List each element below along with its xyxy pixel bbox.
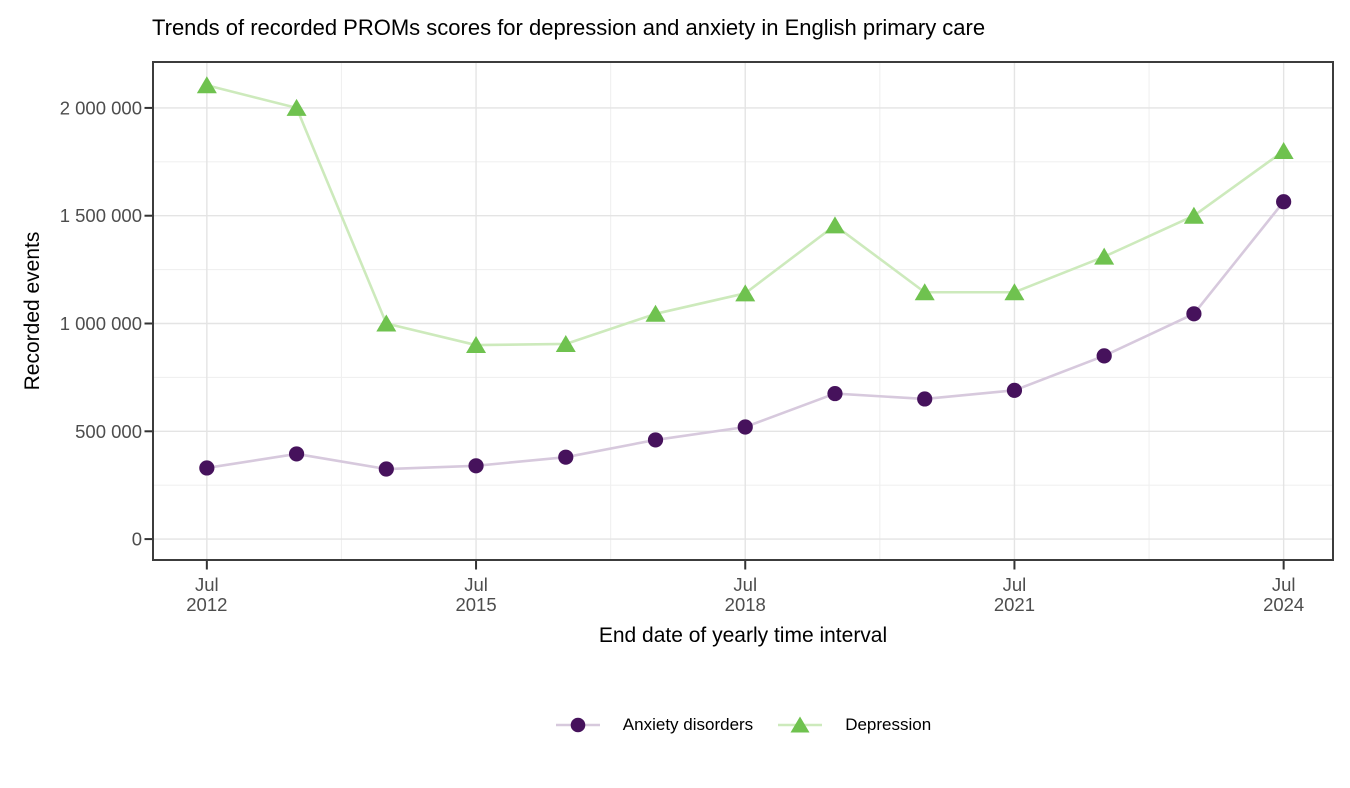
- data-point-marker: [827, 385, 843, 402]
- data-point-marker: [1276, 194, 1292, 210]
- x-tick-label: Jul 2018: [725, 574, 766, 615]
- series-markers-depression: [196, 76, 1294, 354]
- depression-triangle-legend-key-icon: [778, 716, 823, 733]
- x-axis-tick-labels: Jul 2012 Jul 2015 Jul 2018 Jul 2021 Jul 2024: [186, 574, 1304, 615]
- data-point-marker: [376, 314, 397, 332]
- panel-background: [153, 62, 1333, 560]
- panel-border: [152, 61, 1334, 561]
- data-point-marker: [468, 458, 484, 474]
- data-point-marker: [555, 334, 576, 352]
- gridlines-minor: [153, 62, 1333, 560]
- data-point-marker: [558, 449, 574, 465]
- data-point-marker: [647, 432, 664, 448]
- y-tick-label: 1 500 000: [60, 205, 142, 226]
- data-point-marker: [288, 446, 305, 462]
- data-point-marker: [1096, 348, 1112, 364]
- data-point-marker: [917, 391, 933, 407]
- y-axis-tick-labels: 0 500 000 1 000 000 1 500 000 2 000 000: [60, 97, 142, 549]
- data-point-marker: [645, 304, 666, 322]
- x-tick-label: Jul 2021: [994, 574, 1035, 615]
- x-tick-label: Jul 2024: [1263, 574, 1304, 615]
- legend-label-anxiety-disorders: Anxiety disorders: [622, 715, 754, 734]
- chart-title: Trends of recorded PROMs scores for depr…: [152, 15, 986, 40]
- data-point-marker: [199, 460, 215, 476]
- x-tick-label: Jul 2012: [186, 574, 227, 615]
- data-point-marker: [824, 216, 845, 234]
- data-point-marker: [737, 419, 753, 435]
- y-tick-label: 500 000: [75, 421, 142, 442]
- y-tick-label: 1 000 000: [60, 313, 142, 334]
- legend-item-depression: Depression: [777, 715, 931, 735]
- x-axis-title: End date of yearly time interval: [598, 624, 888, 647]
- legend-item-anxiety-disorders: Anxiety disorders: [555, 715, 753, 735]
- y-tick-label: 2 000 000: [60, 97, 142, 118]
- data-point-marker: [286, 98, 307, 116]
- data-point-marker: [735, 284, 756, 302]
- data-point-marker: [196, 76, 217, 94]
- data-point-marker: [1186, 306, 1202, 322]
- data-point-marker: [1183, 206, 1204, 224]
- data-point-marker: [1273, 142, 1294, 160]
- anxiety-circle-legend-key-icon: [555, 717, 600, 733]
- data-point-marker: [378, 461, 394, 477]
- data-point-marker: [914, 283, 935, 301]
- x-tick-label: Jul 2015: [455, 574, 496, 615]
- data-point-marker: [1094, 247, 1115, 265]
- data-point-marker: [1006, 382, 1023, 398]
- data-point-marker: [466, 336, 487, 354]
- series-markers-anxiety-disorders: [199, 194, 1292, 477]
- legend: Anxiety disorders Depression: [153, 715, 1333, 735]
- axis-tick-marks: [144, 106, 1285, 570]
- data-point-marker: [1004, 283, 1025, 301]
- y-tick-label: 0: [132, 529, 142, 550]
- legend-label-depression: Depression: [845, 715, 932, 734]
